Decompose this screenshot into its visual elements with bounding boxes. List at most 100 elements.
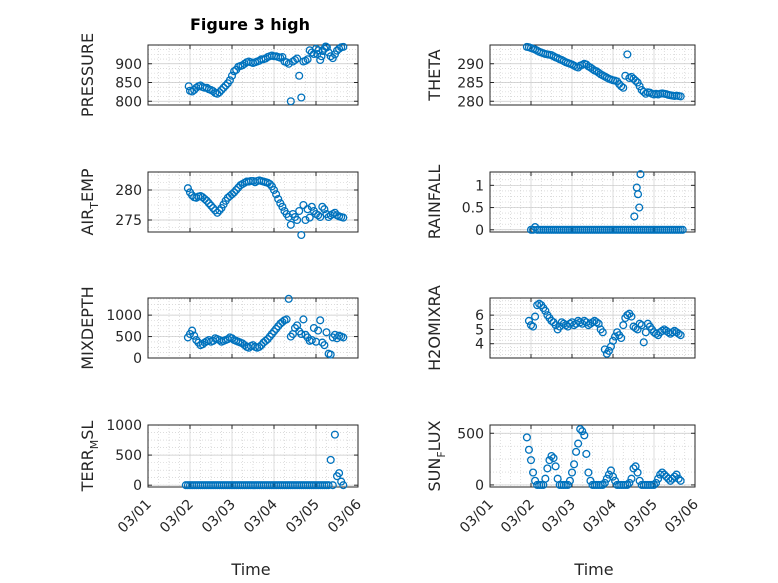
ytick-label: 285	[457, 76, 484, 92]
ylabel-theta: THETA	[425, 49, 444, 101]
panel-h2omixra: 456 H2OMIXRA	[425, 285, 696, 371]
ytick-label: 850	[115, 76, 142, 92]
data-point	[286, 97, 295, 106]
ytick-label: 280	[457, 94, 484, 110]
data-point	[598, 328, 607, 337]
data-point	[316, 316, 325, 325]
data-point	[654, 474, 663, 483]
data-point	[320, 341, 329, 350]
data-point	[541, 306, 550, 315]
data-point	[232, 185, 241, 195]
figure-title: Figure 3 high	[190, 15, 310, 34]
data-point	[672, 470, 681, 479]
ylabel-rainfall: RAINFALL	[425, 165, 444, 240]
data-point	[227, 334, 237, 343]
data-point	[215, 88, 224, 97]
panel-mixdepth: 0 500 1000 MIXDEPTH	[78, 286, 359, 370]
data-point	[635, 203, 644, 212]
data-point	[545, 456, 554, 465]
data-point	[625, 478, 634, 487]
ylabel-h2omixra: H2OMIXRA	[425, 285, 444, 371]
data-point	[526, 321, 536, 330]
ytick-label: 0	[475, 223, 484, 239]
data-point	[301, 56, 310, 65]
xtick-label: 03/06	[325, 496, 365, 536]
data-point	[297, 93, 306, 102]
data-point	[326, 455, 335, 464]
data-point	[274, 194, 283, 204]
data-point	[588, 64, 597, 74]
data-point	[215, 206, 224, 215]
data-point	[297, 230, 306, 240]
data-point	[326, 52, 335, 61]
data-point	[200, 194, 209, 204]
data-point	[202, 83, 211, 92]
data-point	[295, 206, 304, 216]
data-point	[678, 225, 687, 234]
data-point	[623, 50, 632, 59]
data-point	[299, 200, 308, 210]
data-point	[598, 480, 607, 489]
data-point	[261, 336, 270, 345]
ytick-label: 1000	[106, 418, 142, 434]
data-point	[221, 81, 230, 90]
data-point	[608, 336, 618, 345]
data-point	[674, 474, 683, 483]
xlabel-left: Time	[230, 560, 270, 579]
data-point	[272, 190, 281, 199]
data-point	[314, 326, 323, 335]
data-point	[528, 468, 538, 477]
data-point	[567, 468, 577, 477]
data-point	[565, 319, 574, 328]
data-point	[213, 208, 222, 217]
data-point	[629, 464, 638, 473]
data-point	[284, 294, 293, 303]
ylabel-terr_msl: TERRMSL	[78, 421, 101, 493]
data-point	[227, 190, 237, 199]
data-point	[314, 211, 323, 220]
data-point	[526, 456, 536, 465]
data-point	[580, 431, 589, 440]
panel-sun_flux: 0 500 SUNFLUX 03/01 03/02 03/03 03/04 03/05 03/0…	[425, 420, 702, 536]
xtick-label: 03/03	[539, 497, 579, 537]
data-point	[261, 54, 270, 63]
data-point	[578, 427, 587, 436]
xtick-label: 03/05	[621, 497, 661, 537]
data-point	[297, 329, 306, 339]
xtick-label: 03/02	[498, 497, 538, 537]
data-point	[528, 322, 538, 331]
data-point	[227, 71, 237, 80]
panels-group: 800 850 900 PRESSURE 280 285 290 THETA 275 280 AIR…	[78, 33, 702, 536]
data-point	[339, 213, 348, 222]
data-point	[531, 312, 540, 321]
data-point	[522, 433, 531, 442]
data-point	[636, 170, 645, 179]
data-point	[547, 451, 556, 461]
data-point	[202, 196, 211, 205]
data-point	[600, 478, 609, 487]
ytick-label: 0	[475, 478, 484, 494]
data-point	[630, 212, 639, 221]
data-point	[576, 318, 585, 327]
data-point	[592, 318, 601, 327]
data-point	[309, 323, 318, 333]
data-point	[619, 83, 628, 92]
data-point	[604, 346, 613, 355]
data-point	[335, 44, 344, 53]
axes-box	[489, 297, 696, 359]
data-point	[635, 319, 644, 328]
data-point	[524, 316, 533, 325]
data-point	[668, 474, 677, 483]
data-point	[666, 476, 675, 485]
data-point	[635, 476, 644, 485]
xtick-label: 03/04	[241, 496, 281, 536]
data-point	[328, 481, 337, 490]
data-point	[676, 476, 685, 485]
data-point	[623, 311, 632, 320]
data-point	[206, 201, 216, 210]
data-point	[676, 92, 685, 101]
ytick-label: 1	[475, 178, 484, 194]
data-point	[627, 474, 636, 483]
axes-box	[489, 424, 696, 488]
xlabel-right: Time	[573, 560, 613, 579]
